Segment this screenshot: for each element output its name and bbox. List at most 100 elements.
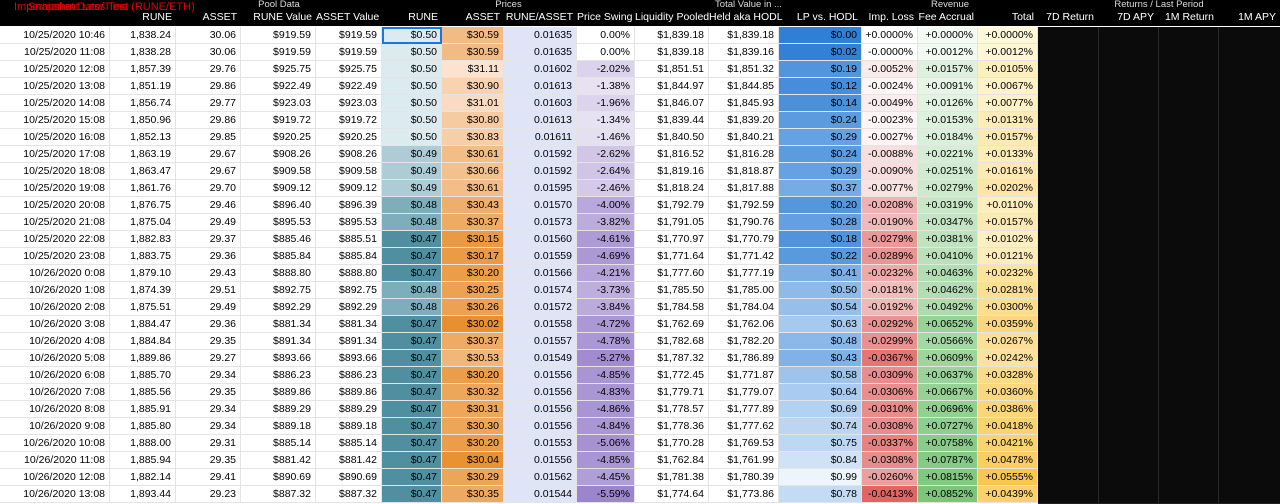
table-cell[interactable]: $30.66 bbox=[442, 163, 504, 180]
table-cell[interactable]: -0.0413% bbox=[862, 486, 918, 503]
date-cell[interactable]: 10/25/2020 12:08 bbox=[0, 61, 110, 78]
table-cell[interactable]: $0.74 bbox=[779, 418, 862, 435]
table-cell[interactable]: 29.49 bbox=[176, 299, 241, 316]
column-header-12[interactable]: Imp. Loss bbox=[868, 11, 914, 23]
table-cell[interactable]: $30.29 bbox=[442, 469, 504, 486]
table-cell[interactable]: -0.0260% bbox=[862, 469, 918, 486]
table-cell[interactable]: $1,790.76 bbox=[709, 214, 779, 231]
table-cell[interactable]: -1.38% bbox=[577, 78, 635, 95]
table-cell[interactable]: $1,782.68 bbox=[635, 333, 709, 350]
table-cell[interactable]: $922.49 bbox=[316, 78, 382, 95]
table-cell[interactable]: +0.0126% bbox=[918, 95, 978, 112]
table-cell[interactable]: $1,773.86 bbox=[709, 486, 779, 503]
column-header-4[interactable]: ASSET Value bbox=[316, 11, 380, 23]
table-cell[interactable]: +0.0815% bbox=[918, 469, 978, 486]
table-cell[interactable]: $1,779.71 bbox=[635, 384, 709, 401]
table-cell[interactable]: +0.0133% bbox=[978, 146, 1038, 163]
table-cell[interactable]: +0.0221% bbox=[918, 146, 978, 163]
table-cell[interactable]: +0.0319% bbox=[918, 197, 978, 214]
table-cell[interactable]: $1,819.16 bbox=[635, 163, 709, 180]
date-cell[interactable]: 10/26/2020 2:08 bbox=[0, 299, 110, 316]
table-cell[interactable]: $1,784.58 bbox=[635, 299, 709, 316]
table-cell[interactable]: 29.41 bbox=[176, 469, 241, 486]
table-cell[interactable]: +0.0000% bbox=[978, 27, 1038, 44]
table-cell[interactable]: -0.0279% bbox=[862, 231, 918, 248]
table-cell[interactable]: -2.46% bbox=[577, 180, 635, 197]
table-cell[interactable]: 29.76 bbox=[176, 61, 241, 78]
table-cell[interactable]: $920.25 bbox=[241, 129, 316, 146]
table-cell[interactable]: $891.34 bbox=[316, 333, 382, 350]
table-cell[interactable]: $922.49 bbox=[241, 78, 316, 95]
table-cell[interactable]: +0.0000% bbox=[862, 27, 918, 44]
date-cell[interactable]: 10/25/2020 19:08 bbox=[0, 180, 110, 197]
table-cell[interactable]: 0.01572 bbox=[504, 299, 577, 316]
table-cell[interactable]: $1,787.32 bbox=[635, 350, 709, 367]
table-cell[interactable]: -5.06% bbox=[577, 435, 635, 452]
table-cell[interactable]: 0.01556 bbox=[504, 367, 577, 384]
table-cell[interactable]: 1,857.39 bbox=[110, 61, 176, 78]
table-cell[interactable]: +0.0492% bbox=[918, 299, 978, 316]
column-header-11[interactable]: LP vs. HODL bbox=[796, 11, 858, 23]
table-cell[interactable]: $1,839.18 bbox=[635, 44, 709, 61]
table-cell[interactable]: $1,772.45 bbox=[635, 367, 709, 384]
column-header-8[interactable]: Price Swing bbox=[577, 11, 633, 23]
table-cell[interactable]: $0.50 bbox=[382, 129, 442, 146]
column-header-5[interactable]: RUNE bbox=[408, 11, 438, 23]
table-cell[interactable]: +0.0637% bbox=[918, 367, 978, 384]
column-header-18[interactable]: 1M APY bbox=[1238, 11, 1276, 23]
table-cell[interactable]: $881.34 bbox=[316, 316, 382, 333]
table-cell[interactable]: $885.51 bbox=[316, 231, 382, 248]
table-cell[interactable]: +0.0232% bbox=[978, 265, 1038, 282]
table-cell[interactable]: 29.67 bbox=[176, 146, 241, 163]
date-cell[interactable]: 10/25/2020 14:08 bbox=[0, 95, 110, 112]
table-cell[interactable]: $1,816.28 bbox=[709, 146, 779, 163]
table-cell[interactable]: -0.0090% bbox=[862, 163, 918, 180]
table-cell[interactable]: $1,792.79 bbox=[635, 197, 709, 214]
table-cell[interactable]: $0.22 bbox=[779, 248, 862, 265]
table-cell[interactable]: $0.47 bbox=[382, 469, 442, 486]
table-cell[interactable]: -4.69% bbox=[577, 248, 635, 265]
table-cell[interactable]: $887.32 bbox=[316, 486, 382, 503]
table-cell[interactable]: -0.0192% bbox=[862, 299, 918, 316]
table-cell[interactable]: $1,839.18 bbox=[709, 27, 779, 44]
column-header-2[interactable]: ASSET bbox=[202, 11, 237, 23]
table-cell[interactable]: $1,844.97 bbox=[635, 78, 709, 95]
table-cell[interactable]: -1.96% bbox=[577, 95, 635, 112]
column-header-7[interactable]: RUNE/ASSET bbox=[505, 11, 573, 23]
table-cell[interactable]: $30.32 bbox=[442, 384, 504, 401]
table-cell[interactable]: 1,874.39 bbox=[110, 282, 176, 299]
table-cell[interactable]: 30.06 bbox=[176, 27, 241, 44]
table-cell[interactable]: 1,893.44 bbox=[110, 486, 176, 503]
column-header-6[interactable]: ASSET bbox=[465, 11, 500, 23]
table-cell[interactable]: $30.04 bbox=[442, 452, 504, 469]
table-cell[interactable]: $889.86 bbox=[241, 384, 316, 401]
table-cell[interactable]: +0.0157% bbox=[978, 129, 1038, 146]
table-cell[interactable]: +0.0077% bbox=[978, 95, 1038, 112]
table-cell[interactable]: $0.54 bbox=[779, 299, 862, 316]
table-cell[interactable]: 1,884.47 bbox=[110, 316, 176, 333]
table-cell[interactable]: $30.20 bbox=[442, 265, 504, 282]
table-cell[interactable]: +0.0267% bbox=[978, 333, 1038, 350]
table-cell[interactable]: $0.50 bbox=[382, 112, 442, 129]
table-cell[interactable]: +0.0758% bbox=[918, 435, 978, 452]
table-cell[interactable]: $0.58 bbox=[779, 367, 862, 384]
table-cell[interactable]: 0.01592 bbox=[504, 146, 577, 163]
table-cell[interactable]: $30.83 bbox=[442, 129, 504, 146]
date-cell[interactable]: 10/26/2020 4:08 bbox=[0, 333, 110, 350]
table-cell[interactable]: $0.48 bbox=[382, 214, 442, 231]
table-cell[interactable]: $1,761.99 bbox=[709, 452, 779, 469]
table-cell[interactable]: $881.34 bbox=[241, 316, 316, 333]
table-cell[interactable]: $0.48 bbox=[382, 197, 442, 214]
table-cell[interactable]: $889.18 bbox=[241, 418, 316, 435]
table-cell[interactable]: $925.75 bbox=[316, 61, 382, 78]
table-cell[interactable]: $896.40 bbox=[241, 197, 316, 214]
table-cell[interactable]: -2.62% bbox=[577, 146, 635, 163]
table-cell[interactable]: 29.46 bbox=[176, 197, 241, 214]
table-cell[interactable]: $909.58 bbox=[316, 163, 382, 180]
table-cell[interactable]: $893.66 bbox=[316, 350, 382, 367]
table-cell[interactable]: -4.85% bbox=[577, 452, 635, 469]
table-cell[interactable]: $909.12 bbox=[316, 180, 382, 197]
table-cell[interactable]: 30.06 bbox=[176, 44, 241, 61]
date-cell[interactable]: 10/25/2020 11:08 bbox=[0, 44, 110, 61]
table-cell[interactable]: 1,838.28 bbox=[110, 44, 176, 61]
